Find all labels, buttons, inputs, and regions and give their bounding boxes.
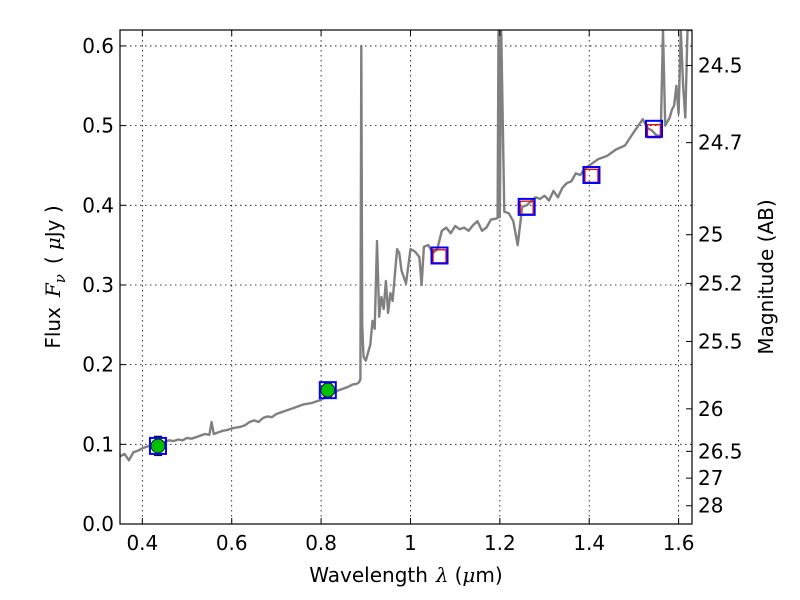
x-axis-title-prefix: Wavelength xyxy=(309,563,428,587)
y2-axis-title: Magnitude (AB) xyxy=(754,199,778,354)
y-axis-title-prefix: Flux xyxy=(41,307,65,349)
y2-tick-label: 28 xyxy=(698,494,723,518)
y2-tick-label: 24.5 xyxy=(698,54,743,78)
spectrum-line xyxy=(120,30,692,462)
model-square xyxy=(582,166,601,185)
y2-tick-label: 26 xyxy=(698,397,723,421)
grid-layer xyxy=(120,30,692,525)
photometry-open-square xyxy=(584,168,599,183)
y2-tick-label: 25.2 xyxy=(698,271,743,295)
x-tick-label: 1.2 xyxy=(484,531,516,555)
model-square xyxy=(318,381,337,400)
detection-point xyxy=(150,438,166,454)
y-tick-label: 0.2 xyxy=(82,353,114,377)
y-tick-label: 0.4 xyxy=(82,193,114,217)
y2-tick-label: 24.7 xyxy=(698,131,743,155)
y2-tick-label: 27 xyxy=(698,466,723,490)
plot-frame xyxy=(119,29,693,525)
tick-layer: 0.4 0.6 0.8 1 1.2 1.4 1.6 0.0 0.1 0.2 0.3 0.4 0.5 0.6… xyxy=(82,30,743,555)
x-axis-title-unit-rest: m) xyxy=(475,563,502,587)
marker-layer xyxy=(148,119,664,457)
y-axis-title-unit-rest: Jy ) xyxy=(41,205,65,239)
x-axis-title-unit-mu: μ xyxy=(462,563,475,587)
y-tick-label: 0.1 xyxy=(82,432,114,456)
x-tick-label: 1.6 xyxy=(663,531,695,555)
model-square xyxy=(645,119,664,138)
x-tick-label: 1.4 xyxy=(573,531,605,555)
y-tick-label: 0.3 xyxy=(82,273,114,297)
x-tick-label: 0.8 xyxy=(305,531,337,555)
x-axis-title-unit-open: ( xyxy=(455,563,463,587)
y2-tick-label: 26.5 xyxy=(698,439,743,463)
y-tick-label: 0.6 xyxy=(82,34,114,58)
model-square xyxy=(517,197,536,216)
detection-point xyxy=(320,382,336,398)
x-tick-label: 1 xyxy=(404,531,417,555)
y-tick-label: 0.5 xyxy=(82,114,114,138)
x-axis-title-symbol: λ xyxy=(435,563,449,587)
y-axis-title-subscript: ν xyxy=(51,274,69,283)
y-axis-title: Flux Fν ( μJy ) xyxy=(41,205,69,348)
x-tick-label: 0.4 xyxy=(126,531,158,555)
x-tick-label: 0.6 xyxy=(216,531,248,555)
x-axis-title: Wavelength λ (μm) xyxy=(309,563,502,587)
y-axis-title-unit-mu: μ xyxy=(41,237,65,250)
y2-tick-label: 25 xyxy=(698,223,723,247)
series-layer xyxy=(120,30,692,462)
model-square xyxy=(430,246,449,265)
y-tick-label: 0.0 xyxy=(82,512,114,536)
y2-tick-label: 25.5 xyxy=(698,329,743,353)
y-axis-title-unit-open: ( xyxy=(41,256,65,264)
y-axis-title-symbol: F xyxy=(41,282,65,298)
model-square xyxy=(148,436,167,455)
